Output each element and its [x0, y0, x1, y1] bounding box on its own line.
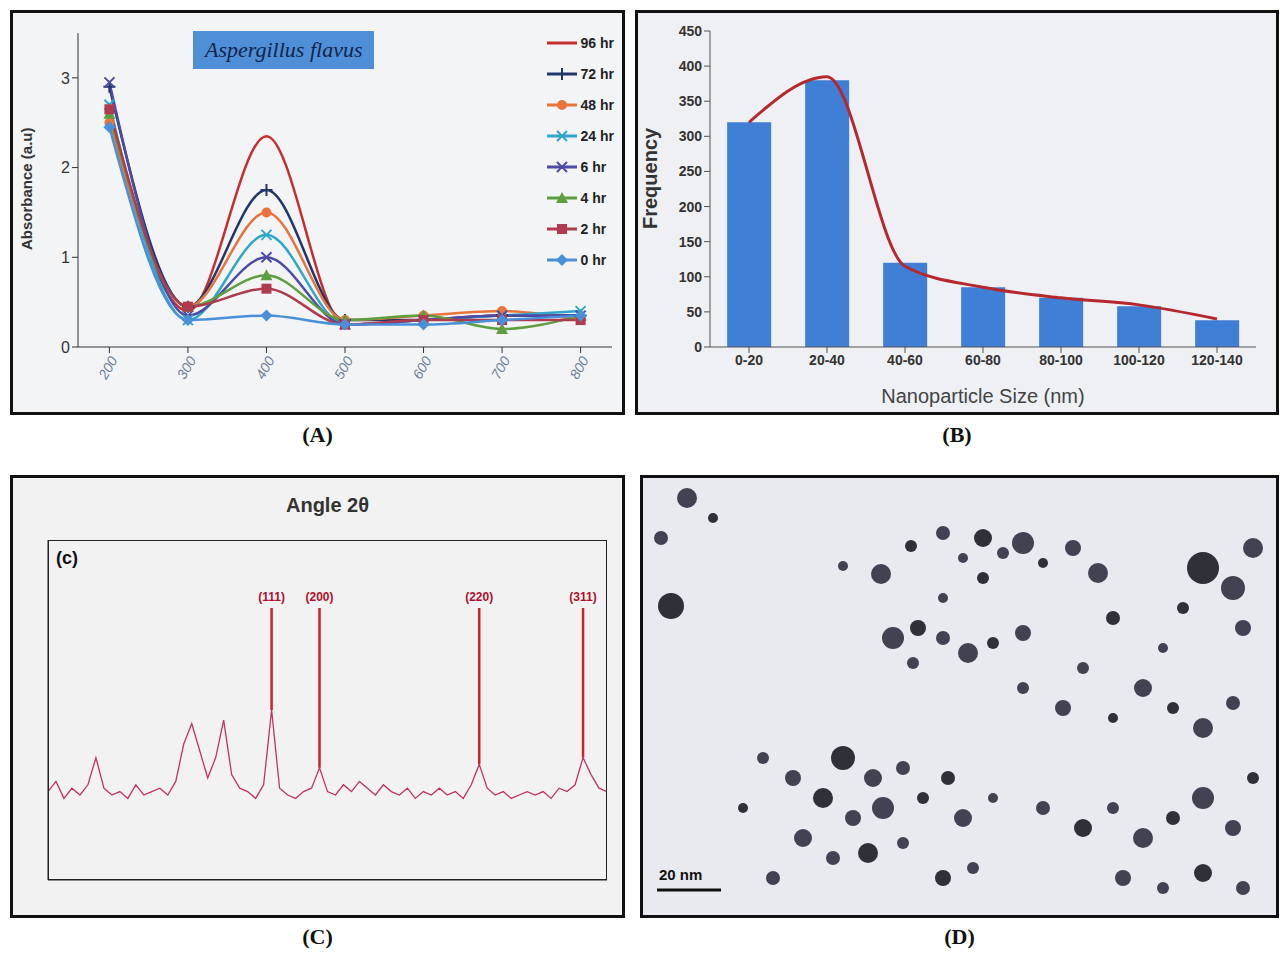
- svg-text:20-40: 20-40: [809, 352, 845, 368]
- html-text:(111): (111): [258, 590, 285, 604]
- svg-text:400: 400: [252, 353, 278, 381]
- svg-text:50: 50: [686, 304, 702, 320]
- svg-text:450: 450: [679, 23, 703, 39]
- svg-text:600: 600: [409, 353, 435, 381]
- svg-text:2: 2: [61, 159, 70, 176]
- html-text:2 hr: 2 hr: [580, 220, 607, 237]
- svg-text:Nanoparticle Size (nm): Nanoparticle Size (nm): [881, 385, 1084, 407]
- html-text:(220): (220): [465, 590, 494, 604]
- html-text:Aspergillus flavus: Aspergillus flavus: [205, 37, 363, 62]
- html-text:4 hr: 4 hr: [580, 189, 607, 206]
- svg-text:400: 400: [679, 58, 703, 74]
- html-text:(c): (c): [56, 548, 78, 568]
- svg-text:0-20: 0-20: [735, 352, 763, 368]
- svg-text:800: 800: [566, 353, 592, 381]
- svg-text:0: 0: [694, 339, 702, 355]
- svg-text:120-140: 120-140: [1191, 352, 1243, 368]
- svg-text:200: 200: [679, 199, 703, 215]
- html-text:(311): (311): [569, 590, 597, 604]
- html-text:24 hr: 24 hr: [580, 127, 614, 144]
- html-text:(A): (A): [302, 422, 333, 447]
- html-text:6 hr: 6 hr: [580, 158, 607, 175]
- html-text:48 hr: 48 hr: [580, 96, 614, 113]
- html-text:(D): (D): [944, 924, 975, 949]
- svg-text:Frequency: Frequency: [639, 127, 661, 229]
- html-text:(B): (B): [942, 422, 972, 447]
- svg-text:500: 500: [331, 353, 357, 381]
- html-text:0 hr: 0 hr: [580, 251, 607, 268]
- html-text:Angle 2θ: Angle 2θ: [286, 494, 369, 516]
- svg-text:3: 3: [61, 70, 70, 87]
- html-text:96 hr: 96 hr: [580, 34, 614, 51]
- svg-text:150: 150: [679, 234, 703, 250]
- html-text:20 nm: 20 nm: [659, 866, 703, 883]
- svg-text:100-120: 100-120: [1113, 352, 1165, 368]
- svg-text:Absorbance (a.u): Absorbance (a.u): [18, 127, 35, 250]
- svg-text:250: 250: [679, 163, 703, 179]
- svg-text:40-60: 40-60: [887, 352, 923, 368]
- svg-text:300: 300: [679, 128, 703, 144]
- html-text:(C): (C): [302, 924, 333, 949]
- html-text:72 hr: 72 hr: [580, 65, 614, 82]
- svg-text:200: 200: [95, 353, 121, 382]
- html-text:(200): (200): [305, 590, 334, 604]
- svg-text:300: 300: [174, 353, 200, 381]
- svg-text:0: 0: [61, 339, 70, 356]
- svg-text:100: 100: [679, 269, 703, 285]
- svg-text:60-80: 60-80: [965, 352, 1001, 368]
- svg-text:1: 1: [61, 249, 70, 266]
- svg-text:700: 700: [488, 353, 514, 381]
- svg-text:350: 350: [679, 93, 703, 109]
- svg-text:80-100: 80-100: [1039, 352, 1083, 368]
